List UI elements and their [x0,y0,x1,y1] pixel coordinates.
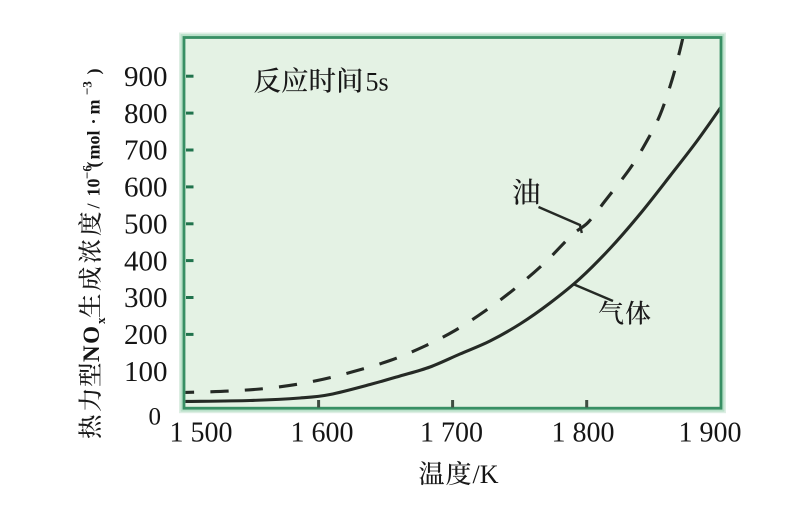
svg-text:·: · [84,118,104,124]
svg-text:/K: /K [473,460,499,489]
svg-text:m: m [84,100,104,115]
svg-text:100: 100 [124,356,168,388]
svg-text:1 800: 1 800 [552,418,615,449]
svg-text:1 700: 1 700 [420,418,483,449]
svg-text:1 600: 1 600 [291,418,354,449]
svg-text:): ) [84,69,105,75]
svg-text:0: 0 [149,404,162,431]
svg-text:x: x [93,317,108,324]
svg-text:1 500: 1 500 [170,418,233,449]
svg-text:/: / [84,203,104,210]
svg-text:−3: −3 [80,81,95,95]
svg-text:600: 600 [124,172,168,204]
svg-text:−6: −6 [80,165,95,179]
svg-text:500: 500 [124,209,168,241]
svg-text:mol: mol [84,131,104,160]
svg-text:5s: 5s [366,68,389,97]
svg-text:NO: NO [79,325,104,363]
svg-text:300: 300 [124,282,168,314]
svg-text:(: ( [84,162,105,168]
svg-text:10: 10 [84,179,104,197]
svg-text:700: 700 [124,135,168,167]
svg-text:400: 400 [124,245,168,277]
svg-text:200: 200 [124,319,168,351]
svg-text:800: 800 [124,98,168,130]
svg-text:1 900: 1 900 [679,418,742,449]
svg-text:900: 900 [124,61,168,93]
